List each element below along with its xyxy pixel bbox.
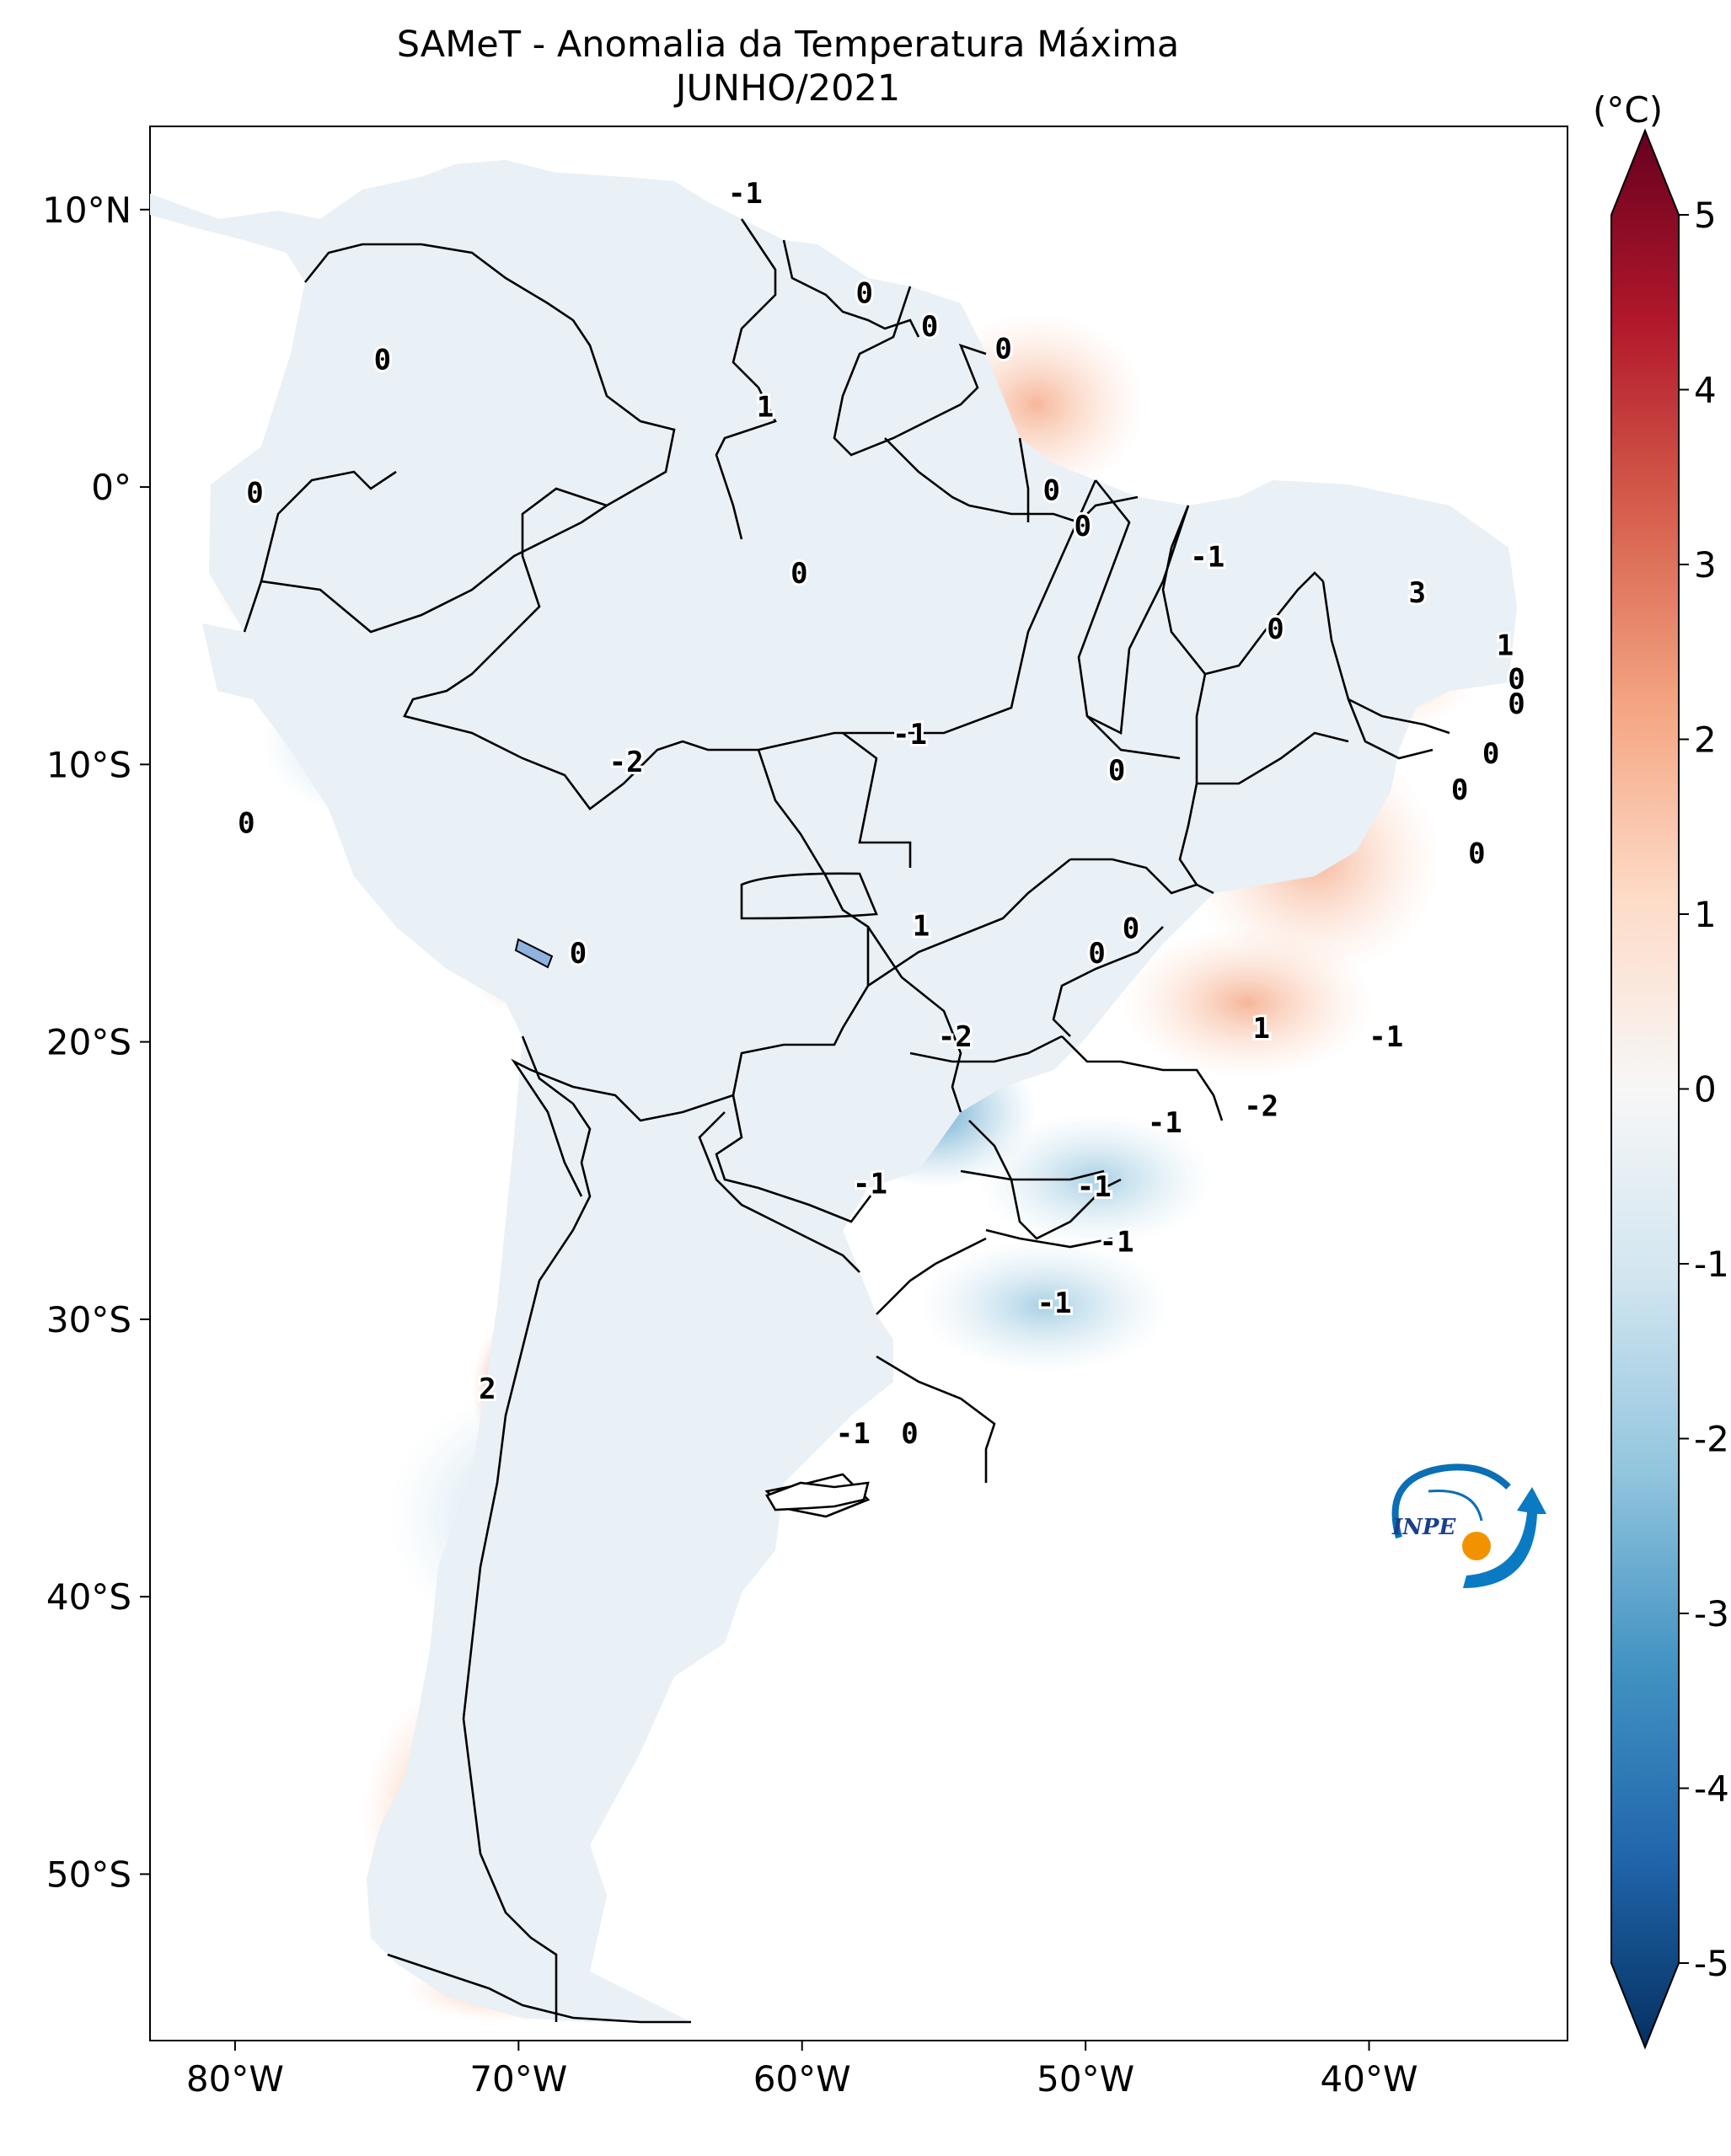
contour-label: 0: [790, 557, 807, 591]
contour-label: 0: [238, 806, 255, 840]
inpe-logo: INPE: [1391, 1463, 1546, 1588]
y-tick-label: 20°S: [46, 1022, 131, 1063]
contour-label: 2: [479, 1372, 496, 1406]
contour-label: 0: [1451, 773, 1468, 807]
contour-label: 1: [757, 391, 774, 425]
contour-label: -2: [938, 1020, 973, 1054]
y-axis-ticks: 10°N 0° 10°S 20°S 30°S 40°S 50°S: [42, 190, 150, 1895]
colorbar-bar: [1610, 128, 1680, 2050]
contour-label: 0: [246, 477, 263, 511]
contour-label: -1: [1077, 1170, 1112, 1204]
x-tick-label: 80°W: [186, 2058, 284, 2100]
contour-label: -1: [1037, 1287, 1072, 1320]
contour-label: 0: [1123, 912, 1139, 946]
lake-titicaca: [514, 938, 554, 969]
colorbar-tick-label: -4: [1694, 1768, 1729, 1810]
contour-label: 0: [1508, 662, 1525, 696]
colorbar-tick-label: -2: [1694, 1419, 1729, 1460]
inpe-logo-orange-dot: [1462, 1532, 1491, 1560]
colorbar-tick-label: 1: [1694, 894, 1717, 935]
contour-label: 0: [921, 310, 938, 344]
contour-label: -1: [1148, 1106, 1182, 1140]
political-borders: [243, 218, 1450, 2024]
colorbar-tick-label: -3: [1694, 1593, 1729, 1634]
contour-label: 1: [1497, 629, 1514, 663]
contour-label: 0: [855, 277, 872, 311]
contour-label: 3: [1408, 576, 1425, 610]
y-tick-label: 10°N: [42, 190, 131, 231]
contour-label: 1: [913, 909, 930, 943]
x-tick-label: 40°W: [1321, 2058, 1418, 2100]
contour-label: 0: [1108, 754, 1125, 788]
contour-label: -1: [853, 1168, 887, 1201]
x-tick-label: 50°W: [1037, 2058, 1134, 2100]
colorbar-tick-label: 4: [1694, 370, 1717, 411]
colorbar-tick-label: 2: [1694, 720, 1717, 761]
contour-label: 0: [1043, 473, 1060, 507]
colorbar-unit-label: (°C): [1593, 89, 1663, 131]
contour-label: 0: [1088, 937, 1105, 971]
y-tick-label: 50°S: [46, 1854, 131, 1895]
contour-label: 0: [901, 1417, 918, 1451]
colorbar-tick-label: 0: [1694, 1069, 1717, 1110]
map-title: SAMeT - Anomalia da Temperatura Máxima: [396, 24, 1180, 66]
contour-label: 0: [1482, 737, 1499, 771]
x-tick-label: 60°W: [753, 2058, 851, 2100]
inpe-logo-text: INPE: [1391, 1515, 1456, 1540]
colorbar-ticks: 5 4 3 2 1 0 -1 -2 -3 -4 -5: [1679, 195, 1729, 1984]
contour-label: -2: [609, 746, 644, 779]
colorbar-tick-label: 3: [1694, 544, 1717, 586]
inpe-logo-arrow: [1463, 1487, 1546, 1588]
contour-label: 0: [994, 332, 1011, 366]
contour-label: -1: [836, 1417, 871, 1451]
contour-label: -2: [1244, 1089, 1278, 1123]
contour-label: -1: [1369, 1020, 1403, 1054]
y-tick-label: 40°S: [46, 1576, 131, 1618]
contour-label: 0: [570, 937, 587, 971]
colorbar-tick-label: -5: [1694, 1943, 1729, 1984]
colorbar-tick-label: -1: [1694, 1244, 1729, 1285]
inpe-logo-swoosh: [1391, 1463, 1511, 1539]
contour-label: 1: [1252, 1012, 1269, 1046]
contour-label: -1: [1190, 540, 1225, 574]
contour-label: 0: [1468, 837, 1485, 871]
inpe-logo-inner-curve: [1428, 1489, 1483, 1522]
falkland-islands: [765, 1481, 870, 1511]
y-tick-label: 0°: [91, 467, 131, 508]
colorbar: (°C) 5 4 3 2 1 0 -1 -2 -3 -4 -5: [1593, 89, 1729, 2050]
contour-label: -1: [1100, 1226, 1134, 1260]
y-tick-label: 30°S: [46, 1299, 131, 1340]
contour-label: -1: [892, 718, 927, 752]
map-subtitle: JUNHO/2021: [675, 67, 901, 110]
contour-label: -1: [728, 177, 763, 211]
contour-label: 0: [374, 344, 391, 377]
colorbar-tick-label: 5: [1694, 195, 1717, 236]
contour-label: 0: [1508, 687, 1525, 721]
x-tick-label: 70°W: [469, 2058, 567, 2100]
contour-label: 0: [1267, 613, 1284, 646]
x-axis-ticks: 80°W 70°W 60°W 50°W 40°W: [186, 2041, 1418, 2100]
contour-label: 0: [1075, 510, 1091, 543]
y-tick-label: 10°S: [46, 744, 131, 785]
